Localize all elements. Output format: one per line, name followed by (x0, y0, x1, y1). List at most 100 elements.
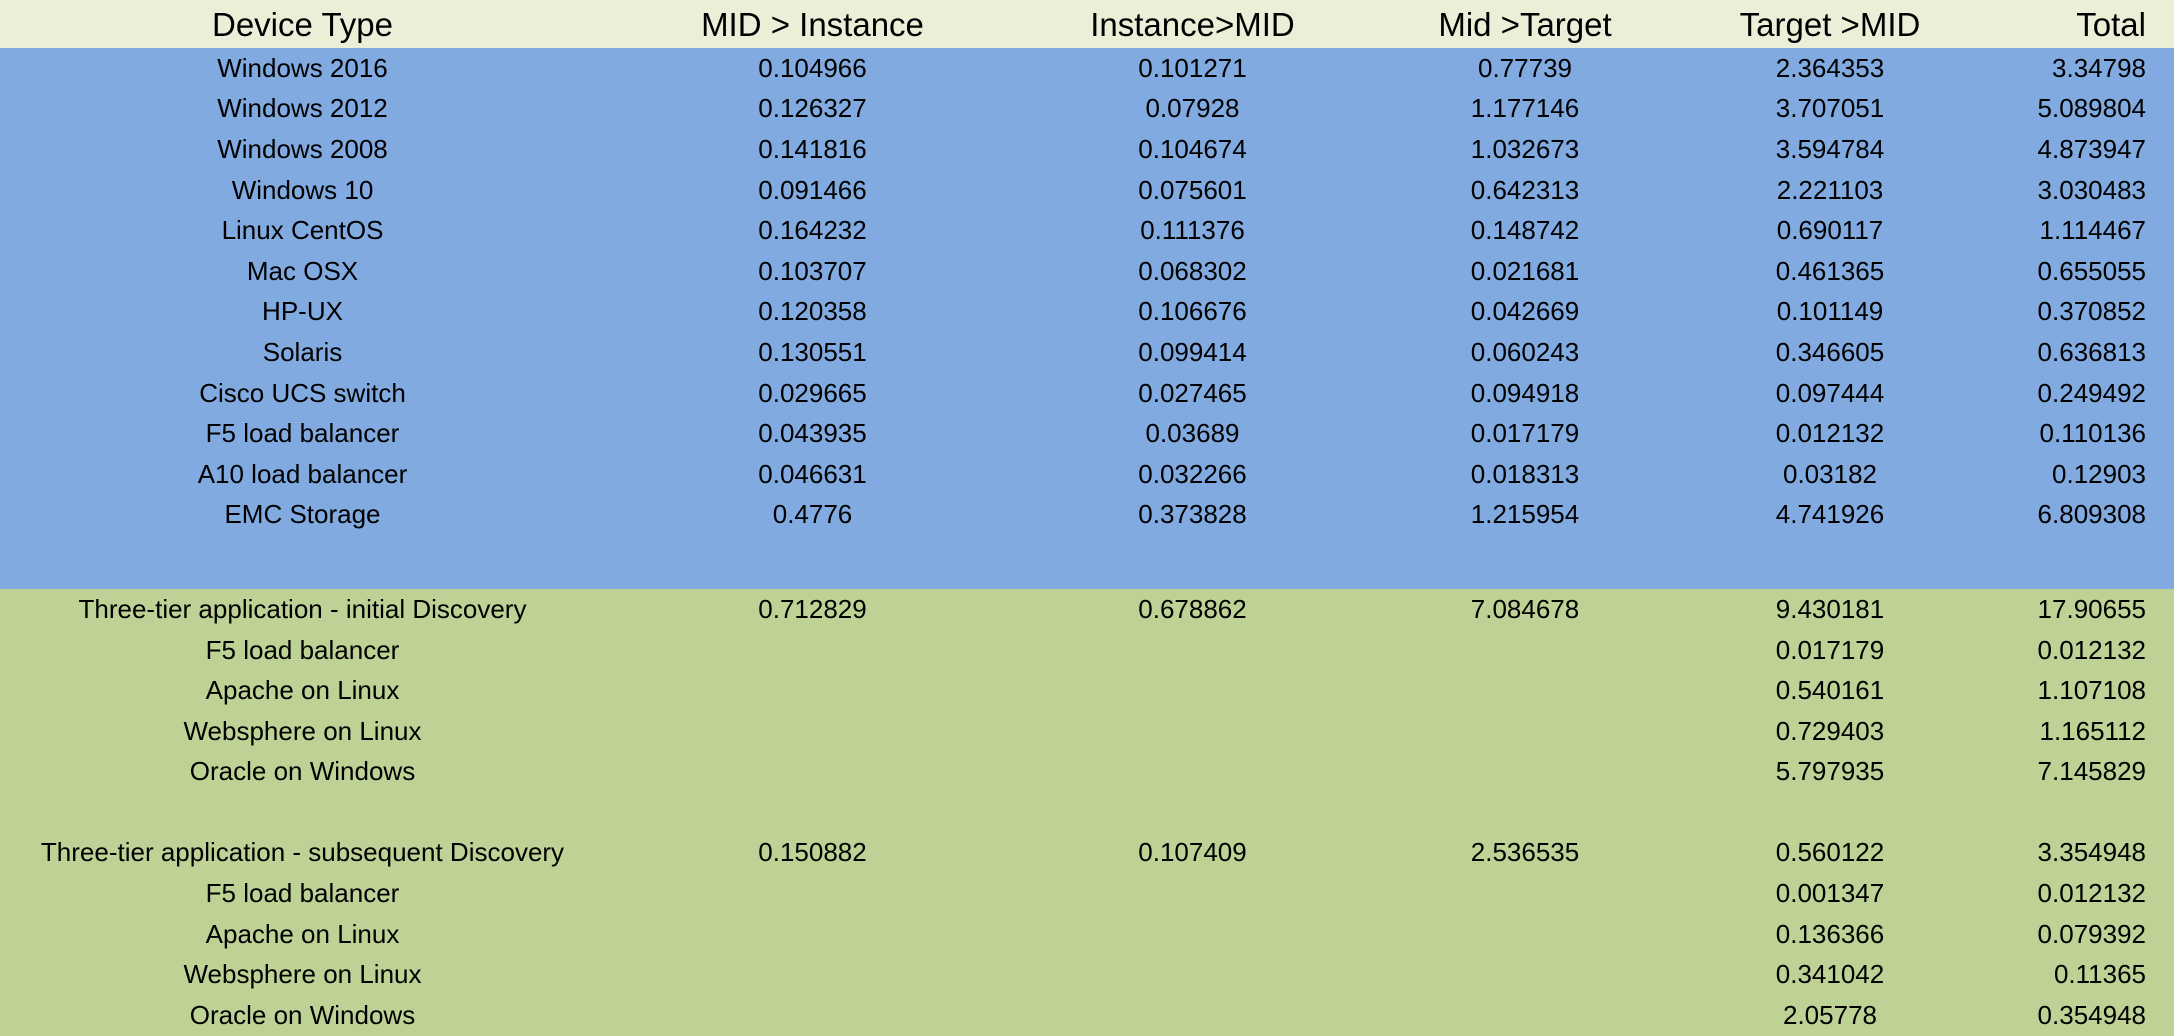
target-to-mid-cell: 0.097444 (1775, 377, 1885, 408)
total-cell: 0.354948 (2037, 999, 2146, 1030)
mid-to-target-cell: 1.215954 (1470, 499, 1580, 530)
mid-to-instance-cell: 0.043935 (758, 418, 867, 449)
mid-to-target-cell (1365, 711, 1685, 752)
target-to-mid-cell: 0.560122 (1775, 837, 1885, 868)
instance-to-mid-cell: 0.032266 (1138, 458, 1247, 489)
target-to-mid-cell: 0.729403 (1775, 715, 1885, 746)
total-cell: 0.655055 (2037, 255, 2146, 286)
mid-to-target-cell (1365, 995, 1685, 1036)
target-to-mid-cell: 5.797935 (1775, 756, 1885, 787)
device-type-cell: A10 load balancer (197, 458, 408, 489)
instance-to-mid-cell: 0.111376 (1140, 215, 1245, 246)
table-row: Websphere on Linux 0.729403 1.165112 (0, 710, 2174, 752)
device-type-cell: F5 load balancer (205, 418, 400, 449)
device-type-cell: EMC Storage (224, 499, 381, 530)
mid-to-target-cell: 1.032673 (1470, 133, 1580, 164)
mid-to-target-cell (1365, 873, 1685, 914)
spacer-row (0, 535, 2174, 590)
total-cell: 7.145829 (2037, 756, 2146, 787)
target-to-mid-cell: 0.101149 (1776, 296, 1884, 327)
mid-to-target-cell (1365, 630, 1685, 671)
instance-to-mid-cell: 0.106676 (1138, 296, 1247, 327)
target-to-mid-cell: 0.017179 (1775, 634, 1885, 665)
mid-to-instance-cell: 0.130551 (758, 336, 867, 367)
table-row: F5 load balancer 0.043935 0.03689 0.017179 0… (0, 413, 2174, 454)
device-type-cell: Mac OSX (246, 255, 359, 286)
target-to-mid-cell: 0.461365 (1775, 255, 1885, 286)
table-row: A10 load balancer 0.046631 0.032266 0.01831… (0, 453, 2174, 495)
instance-to-mid-cell (1020, 670, 1365, 711)
mid-to-target-cell: 0.642313 (1470, 174, 1580, 205)
device-type-cell: Solaris (262, 336, 343, 367)
device-type-cell: Oracle on Windows (189, 756, 416, 787)
target-to-mid-cell: 0.690117 (1776, 215, 1884, 246)
target-to-mid-cell: 0.012132 (1775, 418, 1885, 449)
header-target-to-mid: Target >MID (1739, 6, 1921, 43)
device-type-cell: Windows 2012 (217, 93, 388, 124)
header-device-type: Device Type (212, 6, 393, 43)
table-row: Windows 2016 0.104966 0.101271 0.77739 2.364… (0, 48, 2174, 89)
header-row: Device Type MID > Instance Instance>MID … (0, 0, 2174, 48)
mid-to-instance-cell: 0.091466 (758, 174, 867, 205)
mid-to-target-cell: 0.042669 (1470, 296, 1580, 327)
target-to-mid-cell: 0.001347 (1775, 878, 1885, 909)
table-row: Three-tier application - subsequent Disc… (0, 832, 2174, 874)
total-cell: 4.873947 (2037, 133, 2146, 164)
instance-to-mid-cell: 0.027465 (1138, 377, 1247, 408)
total-cell: 0.249492 (2037, 377, 2146, 408)
target-to-mid-cell: 4.741926 (1775, 499, 1885, 530)
instance-to-mid-cell: 0.107409 (1138, 837, 1247, 868)
mid-to-target-cell (1365, 752, 1685, 793)
total-cell: 0.636813 (2037, 336, 2146, 367)
instance-to-mid-cell (1020, 711, 1365, 752)
table-row: Three-tier application - initial Discove… (0, 589, 2174, 630)
instance-to-mid-cell (1020, 630, 1365, 671)
instance-to-mid-cell (1020, 954, 1365, 995)
mid-to-instance-cell: 0.046631 (758, 458, 867, 489)
mid-to-target-cell: 0.77739 (1478, 52, 1572, 83)
total-cell: 0.079392 (2037, 918, 2146, 949)
table-row: HP-UX 0.120358 0.106676 0.042669 0.101149 0.3… (0, 291, 2174, 333)
total-cell: 3.030483 (2037, 174, 2146, 205)
target-to-mid-cell: 0.136366 (1775, 918, 1885, 949)
mid-to-target-cell: 0.017179 (1470, 418, 1580, 449)
target-to-mid-cell: 2.364353 (1775, 52, 1885, 83)
device-type-cell: Windows 2008 (217, 133, 388, 164)
instance-to-mid-cell: 0.101271 (1138, 52, 1247, 83)
instance-to-mid-cell: 0.678862 (1138, 593, 1247, 624)
instance-to-mid-cell: 0.104674 (1138, 133, 1247, 164)
target-to-mid-cell: 3.707051 (1775, 93, 1885, 124)
device-type-cell: Cisco UCS switch (199, 377, 406, 408)
mid-to-instance-cell: 0.103707 (758, 255, 867, 286)
mid-to-target-cell: 2.536535 (1470, 837, 1580, 868)
target-to-mid-cell: 2.221103 (1776, 174, 1884, 205)
total-cell: 0.110136 (2039, 418, 2146, 449)
device-type-cell: Three-tier application - initial Discove… (78, 593, 527, 624)
total-cell: 0.012132 (2037, 878, 2146, 909)
total-cell: 0.012132 (2037, 634, 2146, 665)
table-row: Oracle on Windows 5.797935 7.145829 (0, 751, 2174, 793)
table-row: F5 load balancer 0.001347 0.012132 (0, 873, 2174, 914)
spacer-cell (0, 535, 2174, 589)
table-row: Websphere on Linux 0.341042 0.11365 (0, 954, 2174, 996)
target-to-mid-cell: 3.594784 (1775, 133, 1885, 164)
mid-to-instance-cell: 0.029665 (758, 377, 867, 408)
device-type-cell: Windows 2016 (217, 52, 388, 83)
device-type-cell: Linux CentOS (221, 215, 384, 246)
device-type-cell: Apache on Linux (205, 675, 400, 706)
device-type-cell: Windows 10 (231, 174, 374, 205)
mid-to-instance-cell: 0.104966 (758, 52, 867, 83)
mid-to-target-cell (1365, 914, 1685, 955)
spacer-cell (0, 792, 2174, 833)
mid-to-target-cell: 0.060243 (1470, 336, 1580, 367)
target-to-mid-cell: 0.341042 (1775, 959, 1885, 990)
mid-to-instance-cell: 0.120358 (758, 296, 867, 327)
instance-to-mid-cell (1020, 752, 1365, 793)
target-to-mid-cell: 0.03182 (1783, 458, 1877, 489)
mid-to-target-cell: 0.148742 (1470, 215, 1580, 246)
table-row: Apache on Linux 0.540161 1.107108 (0, 670, 2174, 711)
instance-to-mid-cell: 0.03689 (1145, 418, 1240, 449)
device-type-cell: F5 load balancer (205, 878, 400, 909)
mid-to-target-cell: 1.177146 (1470, 93, 1580, 124)
mid-to-instance-cell (605, 630, 1020, 671)
